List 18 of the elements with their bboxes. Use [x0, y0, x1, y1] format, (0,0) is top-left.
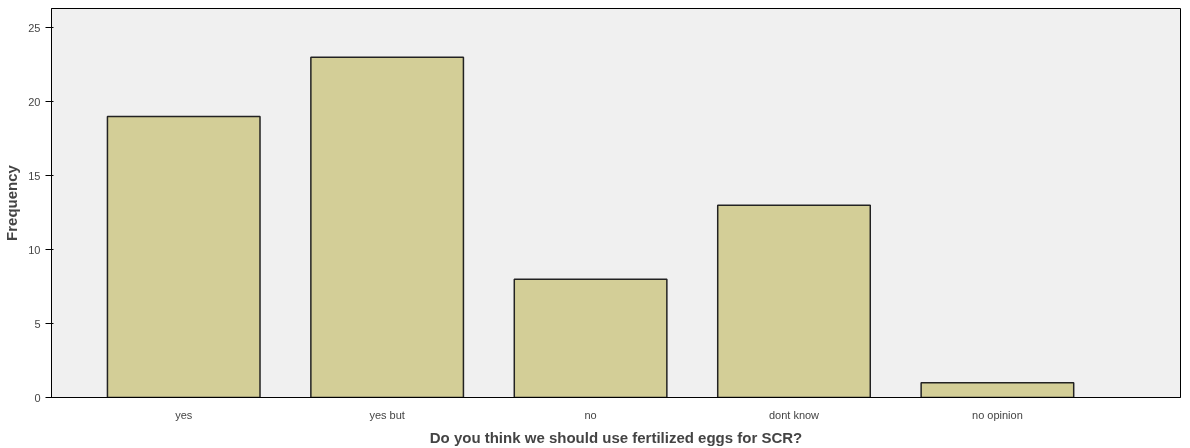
bar [513, 278, 668, 398]
x-tick-label: yes [175, 408, 193, 421]
y-tick-label: 20 [28, 95, 41, 108]
y-tick-label: 15 [28, 169, 41, 182]
y-tick-label: 10 [28, 243, 41, 256]
y-tick-label: 0 [34, 391, 41, 404]
bar [106, 115, 261, 398]
y-axis-title: Frequency [3, 164, 21, 241]
bar [310, 56, 465, 398]
bar [716, 204, 872, 398]
x-axis-title: Do you think we should use fertilized eggs for SCR? [429, 428, 803, 446]
x-tick-label: dont know [768, 408, 820, 421]
y-tick-label: 25 [28, 21, 41, 34]
x-tick-label: no opinion [972, 408, 1023, 421]
bar [920, 381, 1075, 398]
y-tick-label: 5 [34, 317, 41, 330]
x-tick-label: yes but [369, 408, 405, 421]
x-tick-label: no [584, 408, 597, 421]
